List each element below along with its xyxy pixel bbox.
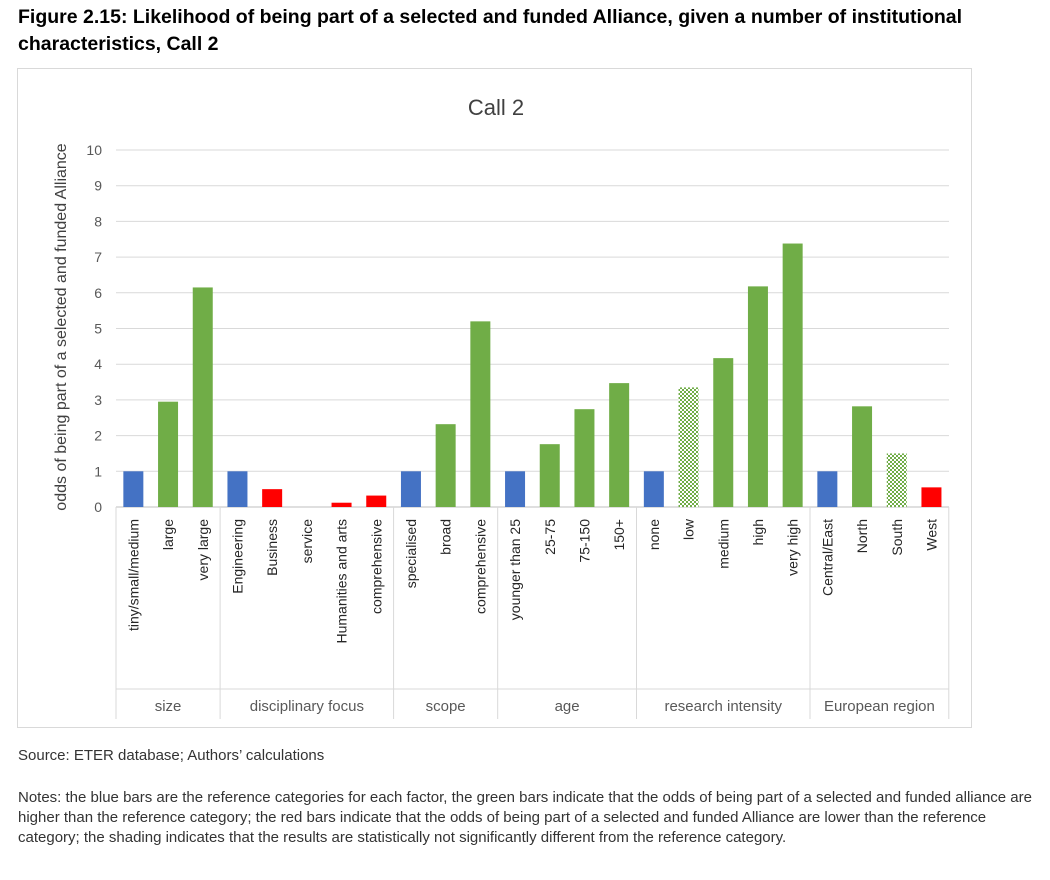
bar-chart: Call 2 odds of being part of a selected … — [53, 95, 950, 719]
y-tick-label: 9 — [94, 178, 102, 194]
y-tick-label: 1 — [94, 463, 102, 479]
x-category-label: service — [299, 519, 315, 564]
x-category-label: Engineering — [229, 519, 245, 594]
x-group-label: age — [555, 698, 580, 715]
x-group-label: disciplinary focus — [250, 698, 364, 715]
bar-very-large — [192, 287, 213, 507]
bars — [123, 243, 942, 507]
x-group-label: European region — [824, 698, 935, 715]
gridlines — [115, 149, 950, 719]
bar-high — [747, 286, 768, 507]
x-group-label: size — [155, 698, 182, 715]
bar-none — [643, 471, 664, 507]
y-tick-label: 10 — [86, 142, 102, 158]
x-category-label: Central/East — [819, 519, 835, 596]
x-category-label: very large — [195, 519, 211, 581]
x-group-label: scope — [426, 698, 466, 715]
x-category-label: low — [681, 518, 697, 540]
bar-specialised — [400, 471, 421, 507]
x-category-label: broad — [438, 519, 454, 555]
y-tick-label: 6 — [94, 285, 102, 301]
x-category-label: 25-75 — [542, 519, 558, 555]
x-axis-category-labels: tiny/small/medium large very large Engineer… — [125, 518, 939, 643]
figure-title: Figure 2.15: Likelihood of being part of… — [18, 6, 963, 55]
bar-low — [678, 387, 699, 507]
bar-broad — [435, 424, 456, 507]
x-axis-group-labels: size disciplinary focus scope age research i… — [155, 698, 935, 715]
chart-title: Call 2 — [468, 95, 524, 120]
x-category-label: 75-150 — [576, 519, 592, 563]
y-tick-label: 0 — [94, 499, 102, 515]
bar-medium — [713, 358, 734, 507]
x-category-label: 150+ — [611, 519, 627, 551]
x-category-label: high — [750, 519, 766, 545]
bar-comprehensive — [366, 495, 387, 507]
x-category-label: younger than 25 — [507, 519, 523, 620]
x-category-label: West — [923, 519, 939, 551]
notes-paragraph: Notes: the blue bars are the reference c… — [18, 789, 1032, 846]
x-category-label: North — [854, 519, 870, 553]
chart-frame: Call 2 odds of being part of a selected … — [17, 68, 972, 728]
y-tick-label: 3 — [94, 392, 102, 408]
bar-younger-than-25 — [505, 471, 526, 507]
y-axis-ticks: 0 1 2 3 4 5 6 7 8 9 10 — [86, 142, 102, 515]
bar-business — [262, 489, 283, 507]
bar-west — [921, 487, 942, 507]
x-category-label: none — [646, 519, 662, 550]
y-axis-label: odds of being part of a selected and fun… — [53, 143, 70, 510]
x-category-label: specialised — [403, 519, 419, 588]
y-tick-label: 5 — [94, 321, 102, 337]
x-category-label: comprehensive — [368, 519, 384, 614]
y-tick-label: 4 — [94, 356, 102, 372]
y-tick-label: 7 — [94, 249, 102, 265]
x-group-label: research intensity — [664, 698, 782, 715]
y-tick-label: 8 — [94, 213, 102, 229]
source-note: Source: ETER database; Authors’ calculat… — [18, 747, 325, 764]
bar-25-75 — [539, 444, 560, 507]
bar-central-east — [817, 471, 838, 507]
bar-engineering — [227, 471, 248, 507]
bar-comprehensive — [470, 321, 491, 507]
bar-north — [852, 406, 873, 507]
bar-very-high — [782, 243, 803, 507]
x-category-label: Humanities and arts — [334, 519, 350, 644]
x-category-label: tiny/small/medium — [125, 519, 141, 631]
bar-large — [158, 401, 179, 507]
y-tick-label: 2 — [94, 428, 102, 444]
x-category-label: South — [889, 519, 905, 556]
x-category-label: large — [160, 519, 176, 550]
bar-tiny-small-medium — [123, 471, 144, 507]
bar-south — [886, 453, 907, 507]
x-category-label: very high — [785, 519, 801, 576]
bar-75-150 — [574, 409, 595, 507]
x-category-label: medium — [715, 519, 731, 569]
x-category-label: comprehensive — [472, 519, 488, 614]
bar-150- — [609, 383, 630, 507]
x-category-label: Business — [264, 519, 280, 576]
bar-humanities-and-arts — [331, 502, 352, 507]
